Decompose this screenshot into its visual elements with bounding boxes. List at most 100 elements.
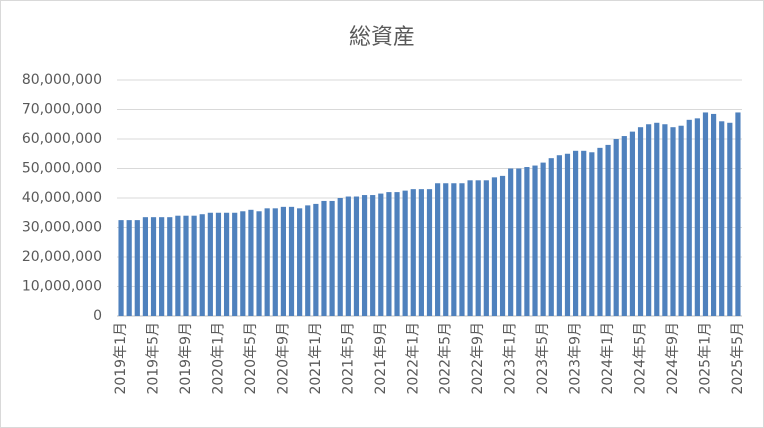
bar <box>540 162 546 316</box>
bar <box>735 112 741 316</box>
bar <box>435 183 441 316</box>
bar <box>516 168 522 316</box>
x-tick-label: 2022年5月 <box>438 322 454 395</box>
bar <box>337 198 343 316</box>
x-tick-label: 2020年5月 <box>243 322 259 395</box>
bar <box>142 217 149 316</box>
bar <box>670 127 676 316</box>
bar <box>581 150 587 316</box>
bar <box>378 193 384 316</box>
x-tick-label: 2019年1月 <box>113 322 129 395</box>
bar <box>207 212 213 316</box>
bar <box>394 192 400 316</box>
bar <box>256 211 262 316</box>
bar <box>353 196 360 316</box>
bar <box>694 118 700 316</box>
y-tick-label: 10,000,000 <box>22 279 102 295</box>
bar <box>646 124 652 316</box>
chart-title: 総資産 <box>349 25 415 50</box>
bar <box>589 152 595 316</box>
x-tick-label: 2022年9月 <box>470 322 486 395</box>
bar <box>426 189 433 316</box>
bar <box>564 153 571 316</box>
bar <box>727 122 733 317</box>
x-tick-label: 2022年1月 <box>405 322 421 395</box>
y-tick-label: 80,000,000 <box>22 72 102 88</box>
bar <box>361 195 368 316</box>
x-tick-label: 2021年9月 <box>373 322 389 395</box>
bar <box>199 214 205 316</box>
x-tick-label: 2019年5月 <box>146 322 162 395</box>
bar <box>418 189 424 316</box>
bar <box>410 189 416 316</box>
bar <box>719 121 725 316</box>
x-tick-label: 2020年9月 <box>275 322 291 395</box>
bar <box>297 208 303 316</box>
bar <box>288 206 295 316</box>
bar <box>475 180 481 316</box>
bar <box>710 113 717 316</box>
bar <box>532 165 538 316</box>
bar <box>524 167 530 316</box>
x-tick-label: 2025年5月 <box>730 322 746 395</box>
bar <box>370 195 376 316</box>
bar <box>248 209 254 316</box>
x-tick-label: 2021年1月 <box>308 322 324 395</box>
x-tick-label: 2019年9月 <box>178 322 194 395</box>
x-tick-label: 2024年5月 <box>633 322 649 395</box>
bar <box>467 180 473 316</box>
bar <box>613 139 619 316</box>
bar <box>629 131 636 316</box>
bar <box>443 183 449 316</box>
bar <box>223 212 230 316</box>
y-tick-label: 40,000,000 <box>22 190 102 206</box>
bar <box>573 150 579 316</box>
bar <box>654 122 660 317</box>
bar <box>451 183 457 316</box>
x-tick-label: 2023年5月 <box>535 322 551 395</box>
bar <box>329 200 335 316</box>
bar <box>678 125 684 316</box>
bar <box>702 112 709 316</box>
bar <box>167 217 173 316</box>
y-tick-label: 30,000,000 <box>22 220 102 236</box>
x-tick-label: 2024年9月 <box>665 322 681 395</box>
bar <box>637 127 644 316</box>
bar <box>134 220 140 316</box>
y-tick-label: 20,000,000 <box>22 249 102 265</box>
bar <box>215 212 222 316</box>
bar <box>491 177 498 316</box>
bar <box>459 183 465 316</box>
bar <box>118 220 124 316</box>
bar <box>597 147 603 316</box>
x-tick-label: 2021年5月 <box>340 322 356 395</box>
bar <box>264 208 270 316</box>
bar <box>175 215 181 316</box>
bar <box>159 217 165 316</box>
y-tick-label: 50,000,000 <box>22 161 102 177</box>
bar <box>321 200 327 316</box>
bar <box>183 215 189 316</box>
bar <box>483 180 489 316</box>
y-tick-label: 60,000,000 <box>22 131 102 147</box>
bar <box>508 168 514 316</box>
bar <box>556 155 562 316</box>
bar <box>662 124 668 316</box>
bar <box>402 190 408 316</box>
x-tick-label: 2020年1月 <box>210 322 226 395</box>
bar <box>272 208 278 316</box>
bar <box>280 206 286 316</box>
bar <box>499 175 506 316</box>
bar <box>386 192 392 316</box>
y-tick-label: 0 <box>93 308 102 324</box>
bar <box>621 136 627 316</box>
bar <box>240 211 246 316</box>
bar <box>345 196 351 316</box>
bar <box>305 205 311 316</box>
x-tick-label: 2024年1月 <box>600 322 616 395</box>
x-tick-label: 2023年9月 <box>568 322 584 395</box>
bar <box>605 144 611 316</box>
bar <box>313 203 319 316</box>
bar <box>191 215 197 316</box>
